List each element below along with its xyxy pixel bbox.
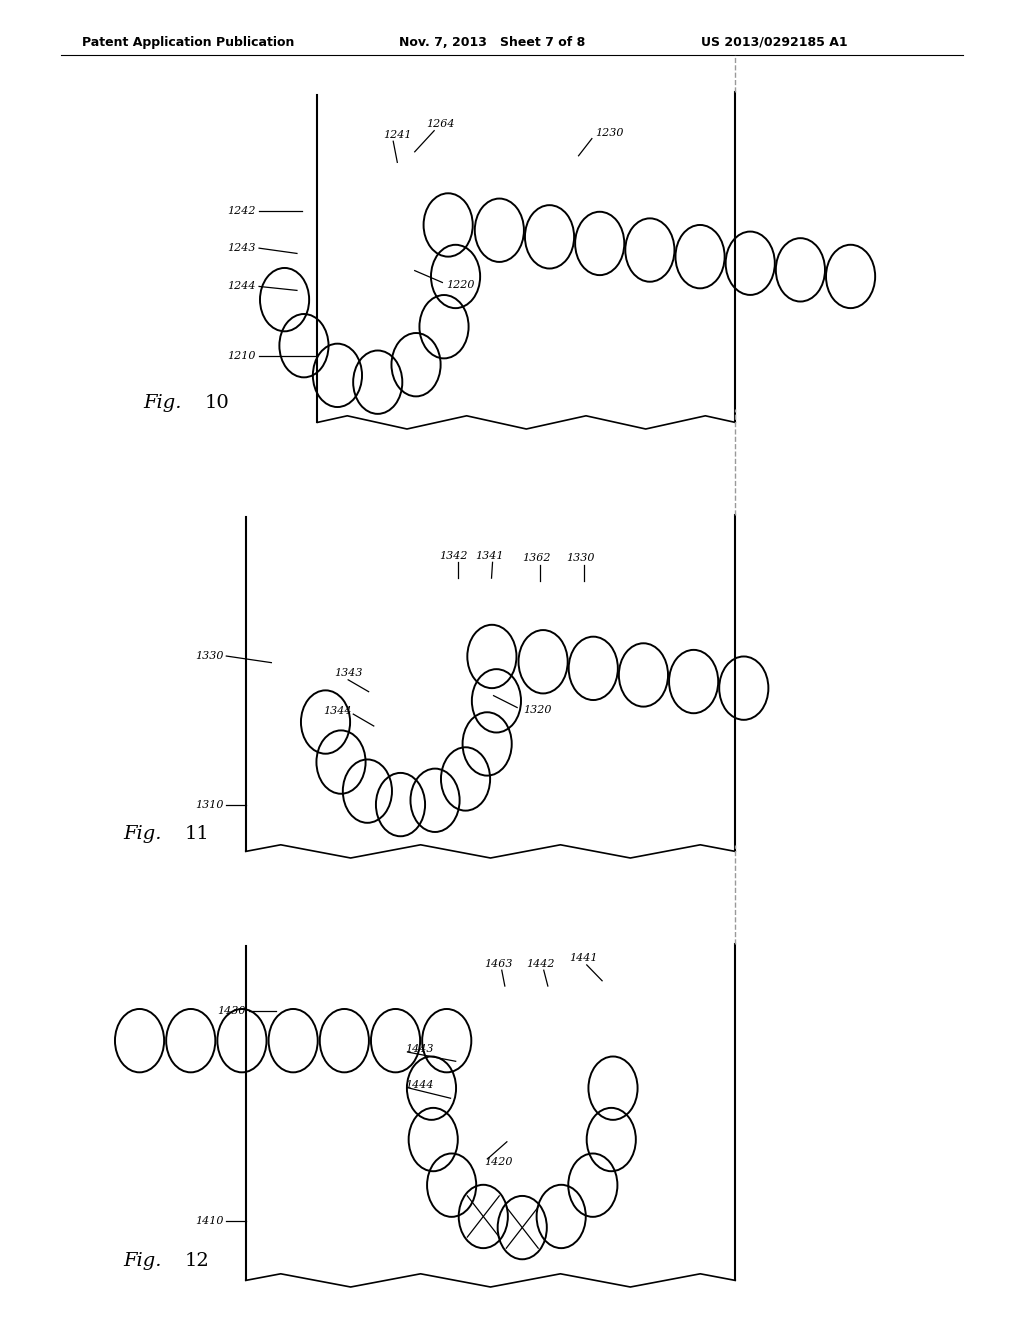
Text: 1342: 1342 [439, 550, 468, 561]
Text: 1220: 1220 [446, 280, 475, 290]
Text: Patent Application Publication: Patent Application Publication [82, 36, 294, 49]
Text: 1430: 1430 [217, 1006, 246, 1016]
Text: 1243: 1243 [227, 243, 256, 253]
Text: 1443: 1443 [406, 1044, 434, 1055]
Text: 1244: 1244 [227, 281, 256, 292]
Text: 10: 10 [205, 393, 229, 412]
Text: 1310: 1310 [195, 800, 223, 810]
Text: 1343: 1343 [334, 668, 362, 678]
Text: 11: 11 [184, 825, 209, 843]
Text: 1463: 1463 [484, 958, 513, 969]
Text: 1444: 1444 [406, 1080, 434, 1090]
Text: Nov. 7, 2013   Sheet 7 of 8: Nov. 7, 2013 Sheet 7 of 8 [399, 36, 586, 49]
Text: 1344: 1344 [324, 706, 352, 717]
Text: 1341: 1341 [475, 550, 504, 561]
Text: Fig.: Fig. [123, 825, 162, 843]
Text: 1410: 1410 [195, 1216, 223, 1226]
Text: US 2013/0292185 A1: US 2013/0292185 A1 [701, 36, 848, 49]
Text: 1242: 1242 [227, 206, 256, 216]
Text: 1420: 1420 [484, 1156, 513, 1167]
Text: Fig.: Fig. [123, 1251, 162, 1270]
Text: 1230: 1230 [595, 128, 624, 139]
Text: 1362: 1362 [522, 553, 551, 564]
Text: 1264: 1264 [426, 119, 455, 129]
Text: 1210: 1210 [227, 351, 256, 362]
Text: 1330: 1330 [566, 553, 595, 564]
Text: Fig.: Fig. [143, 393, 182, 412]
Text: 12: 12 [184, 1251, 209, 1270]
Text: 1442: 1442 [526, 958, 555, 969]
Text: 1320: 1320 [523, 705, 552, 715]
Text: 1330: 1330 [195, 651, 223, 661]
Text: 1441: 1441 [569, 953, 598, 964]
Text: 1241: 1241 [383, 129, 412, 140]
